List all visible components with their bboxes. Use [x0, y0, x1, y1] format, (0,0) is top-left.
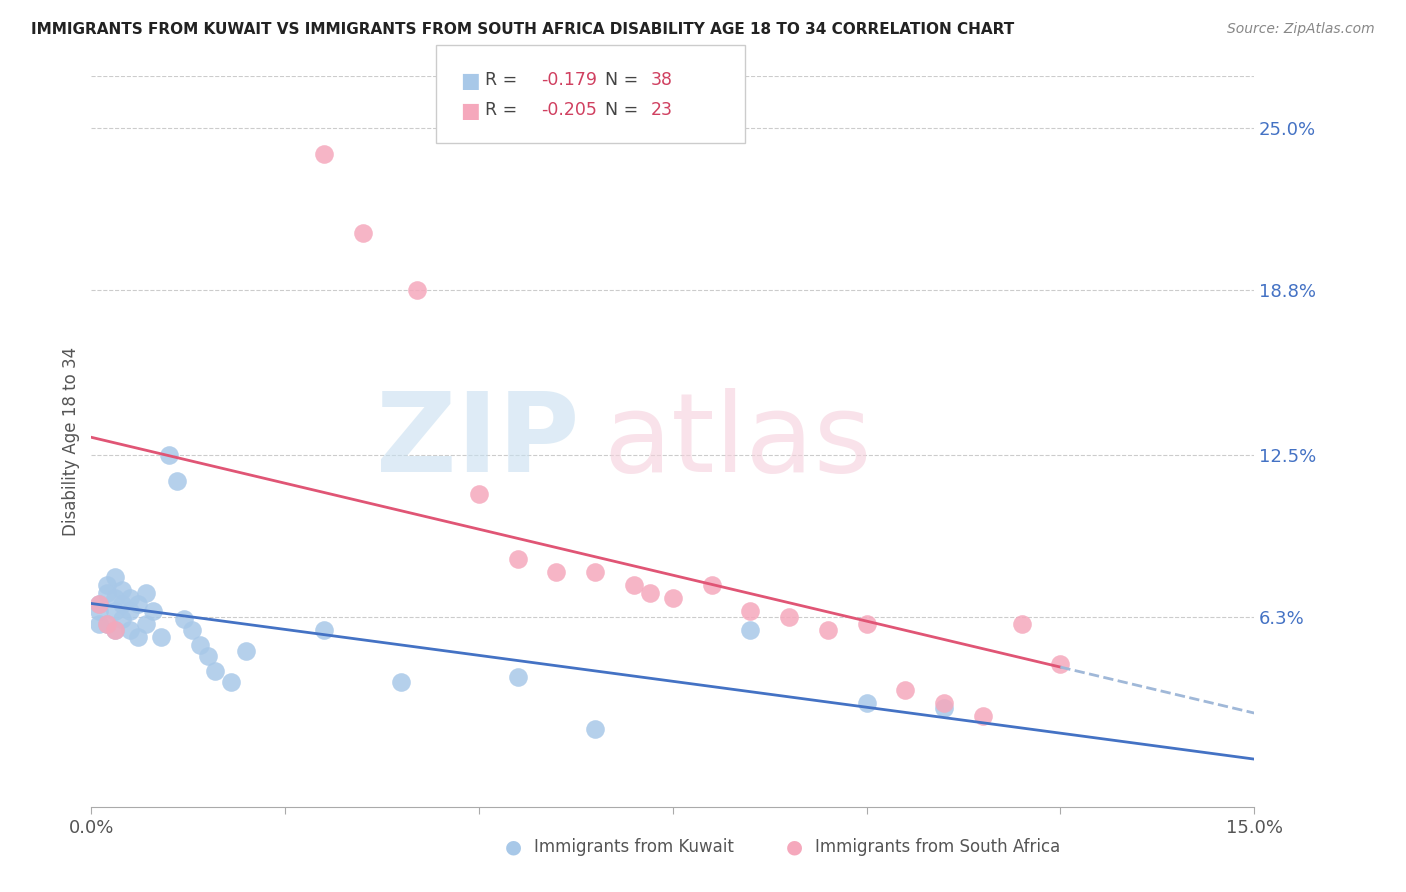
Point: [932, 701, 955, 715]
Point: [312, 623, 335, 637]
Point: [468, 487, 491, 501]
Point: [173, 612, 195, 626]
Point: [89, 597, 111, 611]
Point: [89, 597, 111, 611]
Point: [352, 226, 374, 240]
Point: [127, 631, 149, 645]
Y-axis label: Disability Age 18 to 34: Disability Age 18 to 34: [62, 347, 80, 536]
Point: [120, 604, 142, 618]
Point: [623, 578, 645, 592]
Text: 23: 23: [651, 101, 673, 119]
Point: [1049, 657, 1071, 671]
Text: N =: N =: [605, 71, 644, 89]
Point: [894, 682, 917, 697]
Point: [197, 648, 219, 663]
Point: [104, 591, 127, 606]
Point: [96, 586, 118, 600]
Point: [972, 708, 994, 723]
Text: ZIP: ZIP: [377, 388, 579, 495]
Point: [1011, 617, 1033, 632]
Point: [150, 631, 173, 645]
Text: N =: N =: [605, 101, 644, 119]
Point: [235, 643, 257, 657]
Text: ■: ■: [460, 101, 479, 120]
Point: [740, 623, 762, 637]
Text: IMMIGRANTS FROM KUWAIT VS IMMIGRANTS FROM SOUTH AFRICA DISABILITY AGE 18 TO 34 C: IMMIGRANTS FROM KUWAIT VS IMMIGRANTS FRO…: [31, 22, 1014, 37]
Point: [638, 586, 661, 600]
Point: [127, 597, 149, 611]
Point: [312, 147, 335, 161]
Point: [135, 586, 157, 600]
Point: [778, 609, 800, 624]
Text: -0.179: -0.179: [541, 71, 598, 89]
Point: [855, 696, 877, 710]
Point: [120, 591, 142, 606]
Text: atlas: atlas: [603, 388, 872, 495]
Point: [89, 604, 111, 618]
Point: [219, 674, 242, 689]
Point: [104, 623, 127, 637]
Point: [406, 283, 429, 297]
Point: [583, 722, 606, 736]
Point: [96, 617, 118, 632]
Text: Immigrants from South Africa: Immigrants from South Africa: [815, 838, 1060, 856]
Point: [104, 623, 127, 637]
Point: [506, 552, 529, 566]
Point: [546, 565, 568, 579]
Point: [96, 578, 118, 592]
Point: [120, 623, 142, 637]
Point: [506, 670, 529, 684]
Text: Immigrants from Kuwait: Immigrants from Kuwait: [534, 838, 734, 856]
Point: [391, 674, 413, 689]
Point: [142, 604, 165, 618]
Text: ●: ●: [505, 838, 522, 856]
Point: [157, 448, 180, 462]
Text: R =: R =: [485, 101, 523, 119]
Point: [700, 578, 723, 592]
Point: [104, 604, 127, 618]
Point: [740, 604, 762, 618]
Point: [817, 623, 839, 637]
Point: [135, 617, 157, 632]
Point: [111, 583, 134, 598]
Text: ●: ●: [786, 838, 803, 856]
Point: [89, 617, 111, 632]
Text: R =: R =: [485, 71, 523, 89]
Point: [932, 696, 955, 710]
Point: [104, 570, 127, 584]
Text: 38: 38: [651, 71, 673, 89]
Point: [111, 612, 134, 626]
Point: [583, 565, 606, 579]
Point: [111, 597, 134, 611]
Text: -0.205: -0.205: [541, 101, 598, 119]
Point: [204, 665, 226, 679]
Point: [661, 591, 683, 606]
Text: Source: ZipAtlas.com: Source: ZipAtlas.com: [1227, 22, 1375, 37]
Text: ■: ■: [460, 71, 479, 91]
Point: [855, 617, 877, 632]
Point: [188, 638, 211, 652]
Point: [166, 474, 188, 488]
Point: [181, 623, 204, 637]
Point: [96, 617, 118, 632]
